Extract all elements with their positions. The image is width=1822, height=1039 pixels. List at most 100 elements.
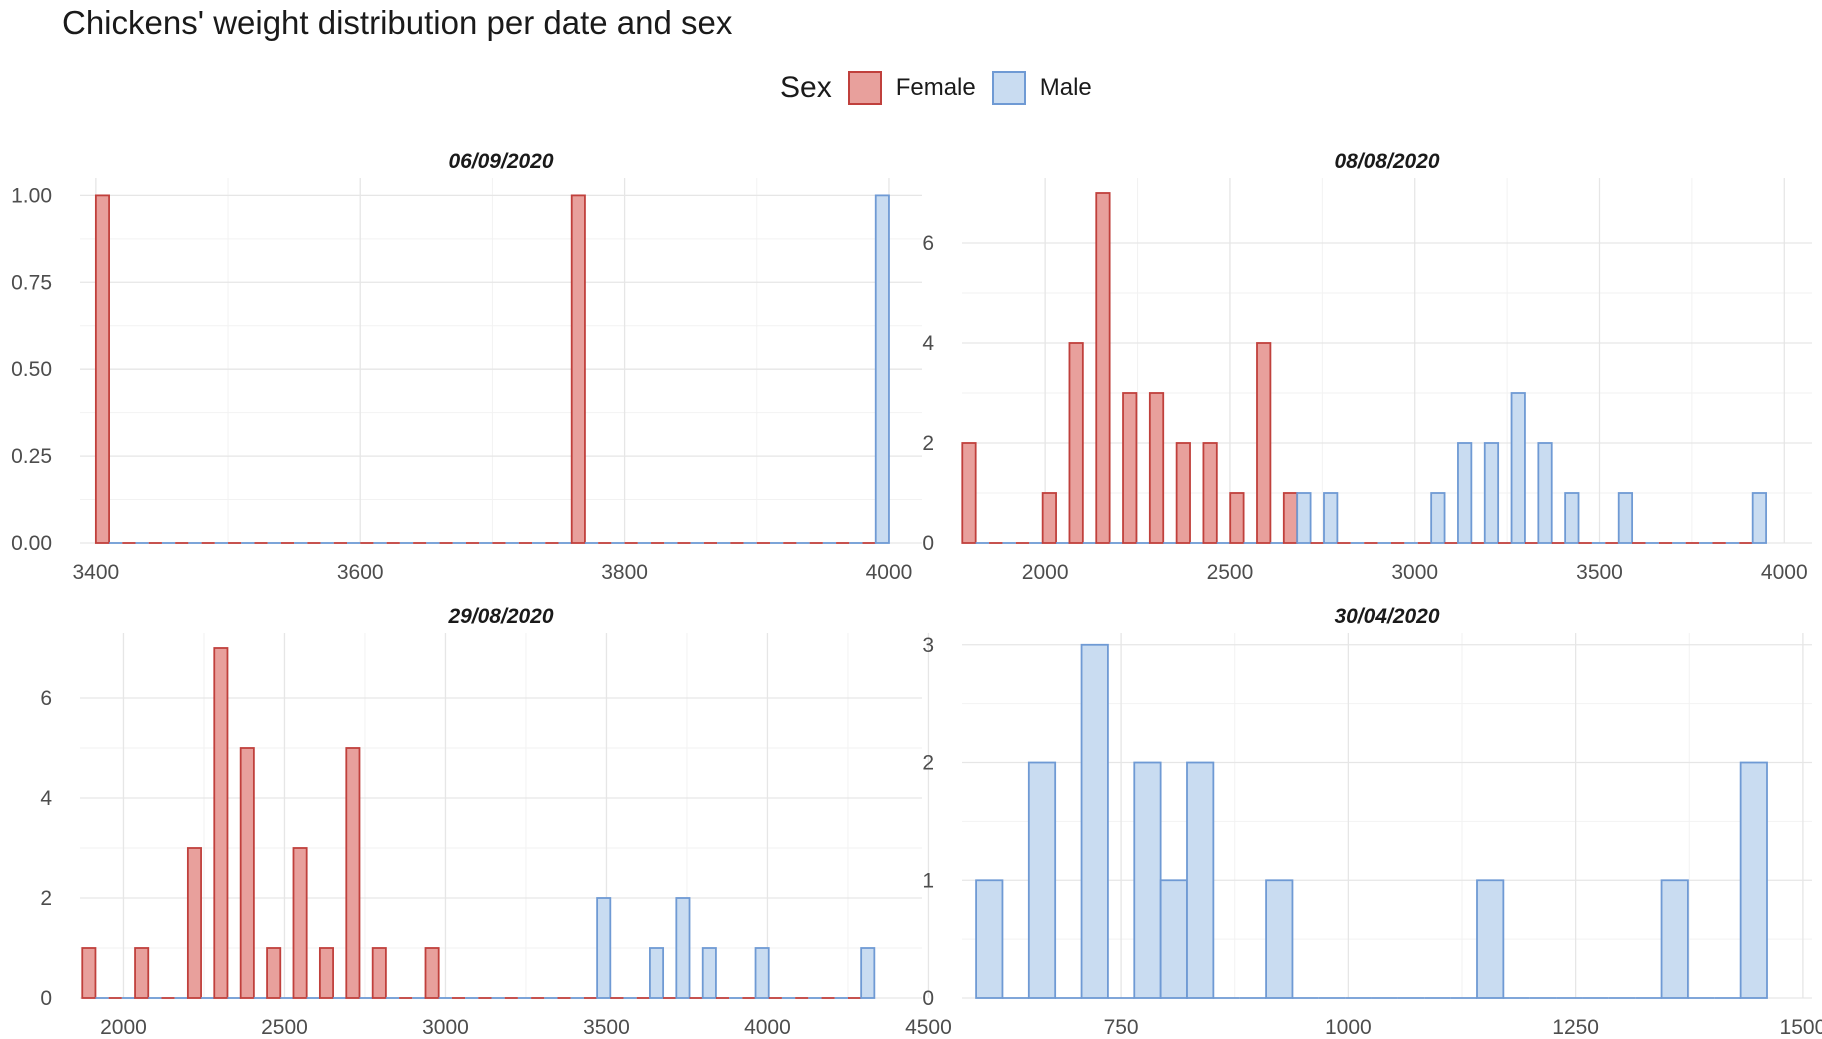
y-tick-label: 4 <box>922 332 934 355</box>
x-tick-label: 4000 <box>866 561 913 584</box>
facet-panel-1: 06/09/2020 3400 3600 3800 4000 0.00 0.25 0.50 0.… <box>11 150 922 584</box>
histogram-bar-male <box>1296 492 1312 544</box>
histogram-bar-female <box>318 947 334 999</box>
y-tick-label: 2 <box>40 887 52 910</box>
histogram-bar-female <box>1095 192 1111 544</box>
x-tick-label: 4500 <box>905 1016 952 1039</box>
histogram-bar-female <box>961 442 977 544</box>
x-tick-label: 3400 <box>73 561 120 584</box>
y-tick-label: 2 <box>922 752 934 775</box>
x-tick-label: 3600 <box>337 561 384 584</box>
legend-label-female: Female <box>895 74 976 101</box>
histogram-bar-male <box>1564 492 1580 544</box>
histogram-bar-female <box>1148 392 1165 544</box>
histogram-bar-male <box>1617 492 1634 544</box>
y-tick-label: 1 <box>922 869 934 892</box>
histogram-bar-male <box>1751 492 1767 544</box>
x-tick-label: 2500 <box>1207 561 1254 584</box>
facet-title: 08/08/2020 <box>1334 150 1439 173</box>
histogram-bar-male <box>754 947 770 999</box>
histogram-bar-male <box>1739 761 1768 999</box>
x-tick-label: 2500 <box>261 1016 308 1039</box>
y-tick-label: 6 <box>922 232 934 255</box>
histogram-bar-female <box>1041 492 1057 544</box>
histogram-bar-male <box>1430 492 1446 544</box>
histogram-bar-male <box>860 947 876 999</box>
histogram-bar-male <box>975 879 1004 999</box>
histogram-bar-male <box>701 947 717 999</box>
histogram-bar-male <box>1265 879 1294 999</box>
x-tick-label: 4000 <box>744 1016 791 1039</box>
x-tick-label: 2000 <box>100 1016 147 1039</box>
histogram-bar-female <box>292 847 308 999</box>
y-tick-label: 6 <box>40 687 52 710</box>
facet-panel-3: 29/08/2020 2000 2500 3000 3500 4000 4500 0 2 4 6 <box>40 605 951 1039</box>
histogram-bar-female <box>134 947 150 999</box>
histogram-bar-male <box>596 897 612 999</box>
histogram-bar-female <box>94 194 110 544</box>
histogram-bar-female <box>1175 442 1191 544</box>
histogram-bar-female <box>81 947 97 999</box>
x-tick-label: 3500 <box>583 1016 630 1039</box>
legend-title: Sex <box>780 71 832 104</box>
histogram-bar-male <box>1080 643 1109 999</box>
histogram-bar-male <box>1323 492 1339 544</box>
x-tick-label: 3500 <box>1576 561 1623 584</box>
legend-label-male: Male <box>1039 74 1092 101</box>
y-tick-label: 2 <box>922 432 934 455</box>
legend-item-male: Male <box>991 71 1092 105</box>
histogram-bar-male <box>1660 879 1689 999</box>
chart-title: Chickens' weight distribution per date a… <box>62 4 733 41</box>
histogram-bar-female <box>266 947 282 999</box>
legend-item-female: Female <box>847 71 976 105</box>
y-tick-label: 0.00 <box>11 532 52 555</box>
y-tick-label: 0 <box>922 987 934 1010</box>
facet-panel-4: 30/04/2020 750 1000 1250 1500 0 1 2 3 <box>922 605 1822 1039</box>
legend: Sex Female Male <box>780 68 1108 108</box>
histogram-bar-male <box>1510 392 1526 544</box>
y-tick-label: 3 <box>922 634 934 657</box>
x-tick-label: 1250 <box>1552 1016 1599 1039</box>
y-tick-label: 4 <box>40 787 52 810</box>
x-tick-label: 4000 <box>1761 561 1808 584</box>
histogram-bar-female <box>371 947 387 999</box>
x-tick-label: 1000 <box>1325 1016 1372 1039</box>
x-tick-label: 750 <box>1104 1016 1139 1039</box>
histogram-bar-female <box>424 947 440 999</box>
histogram-bar-male <box>874 194 890 544</box>
y-tick-label: 0.75 <box>11 271 52 294</box>
x-tick-label: 3800 <box>601 561 648 584</box>
y-tick-label: 1.00 <box>11 184 52 207</box>
histogram-bar-male <box>1159 879 1188 999</box>
histogram-bar-male <box>1476 879 1505 999</box>
histogram-bar-female <box>1122 392 1138 544</box>
histogram-bar-female <box>239 747 255 999</box>
histogram-bar-female <box>1256 342 1272 544</box>
histogram-bar-male <box>649 947 665 999</box>
histogram-bar-female <box>1229 492 1245 544</box>
legend-swatch-female <box>847 71 882 105</box>
y-tick-label: 0.25 <box>11 445 52 468</box>
histogram-bar-female <box>186 847 202 999</box>
histogram-bar-male <box>1133 761 1162 999</box>
histogram-bar-female <box>213 647 229 999</box>
y-tick-label: 0.50 <box>11 358 52 381</box>
histogram-bar-female <box>570 194 586 544</box>
histogram-bar-male <box>1457 442 1473 544</box>
facet-title: 29/08/2020 <box>447 605 553 628</box>
histogram-bar-female <box>1068 342 1084 544</box>
histogram-bar-male <box>1186 761 1215 999</box>
x-tick-label: 3000 <box>1391 561 1438 584</box>
histogram-bar-female <box>345 747 361 999</box>
histogram-bar-male <box>1537 442 1553 544</box>
x-tick-label: 2000 <box>1022 561 1069 584</box>
facet-title: 06/09/2020 <box>448 150 553 173</box>
histogram-bar-female <box>1202 442 1218 544</box>
y-tick-label: 0 <box>40 987 52 1010</box>
histogram-bar-male <box>675 897 691 999</box>
facet-panel-2: 08/08/2020 2000 2500 3000 3500 4000 0 2 4 6 <box>922 150 1812 584</box>
facet-title: 30/04/2020 <box>1334 605 1439 628</box>
legend-swatch-male <box>991 71 1026 105</box>
x-tick-label: 1500 <box>1780 1016 1822 1039</box>
